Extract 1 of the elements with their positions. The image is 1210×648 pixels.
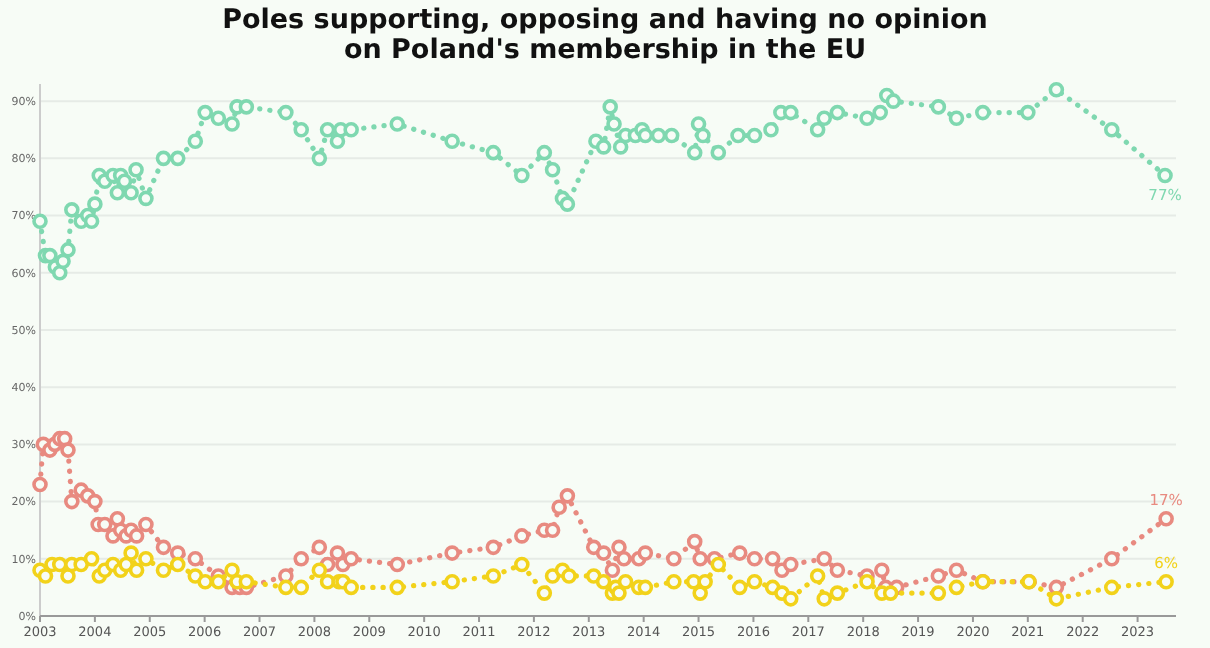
chart-title: Poles supporting, opposing and having no opinion on Poland's membership in the EU	[222, 4, 988, 66]
